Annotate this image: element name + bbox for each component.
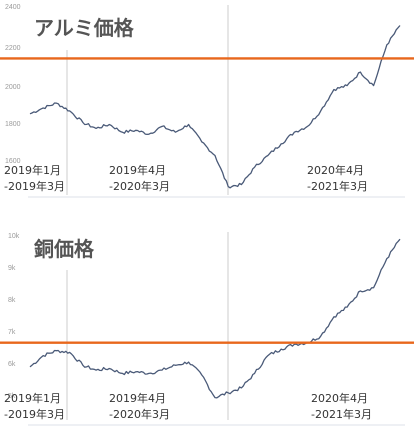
period-label: -2020年3月 xyxy=(109,179,170,193)
period-label: 2019年1月 xyxy=(4,391,61,405)
period-label: 2020年4月 xyxy=(307,163,364,177)
period-label: -2021年3月 xyxy=(307,179,368,193)
y-tick-label: 5k xyxy=(8,393,16,400)
period-label: 2019年4月 xyxy=(109,163,166,177)
period-label: -2021年3月 xyxy=(311,407,372,421)
copper-period-labels: 2019年1月 -2019年3月 2019年4月 -2020年3月 2020年4… xyxy=(4,391,372,421)
copper-chart: 銅価格 10k 9k 8k 7k 6k 5k 2019年1月 -2019年3月 … xyxy=(0,232,414,426)
y-tick-label: 9k xyxy=(8,265,16,272)
y-tick-label: 2400 xyxy=(5,4,21,11)
copper-price-line xyxy=(29,238,401,399)
period-label: -2019年3月 xyxy=(4,179,65,193)
y-tick-label: 1800 xyxy=(5,121,21,128)
period-label: 2020年4月 xyxy=(311,391,368,405)
aluminium-period-labels: 2019年1月 -2019年3月 2019年4月 -2020年3月 2020年4… xyxy=(4,163,368,193)
period-label: -2020年3月 xyxy=(109,407,170,421)
period-label: 2019年4月 xyxy=(109,391,166,405)
copper-title: 銅価格 xyxy=(34,237,95,261)
copper-y-ticks: 10k 9k 8k 7k 6k 5k xyxy=(8,233,20,400)
y-tick-label: 1600 xyxy=(5,158,21,165)
period-label: -2019年3月 xyxy=(4,407,65,421)
aluminium-title: アルミ価格 xyxy=(34,16,135,40)
period-label: 2019年1月 xyxy=(4,163,61,177)
aluminium-price-line xyxy=(29,25,401,189)
aluminium-chart: アルミ価格 2400 2200 2000 1800 1600 2019年1月 -… xyxy=(0,4,414,198)
y-tick-label: 2000 xyxy=(5,84,21,91)
y-tick-label: 8k xyxy=(8,297,16,304)
y-tick-label: 7k xyxy=(8,329,16,336)
aluminium-y-ticks: 2400 2200 2000 1800 1600 xyxy=(5,4,21,165)
y-tick-label: 2200 xyxy=(5,45,21,52)
y-tick-label: 10k xyxy=(8,233,20,240)
y-tick-label: 6k xyxy=(8,361,16,368)
